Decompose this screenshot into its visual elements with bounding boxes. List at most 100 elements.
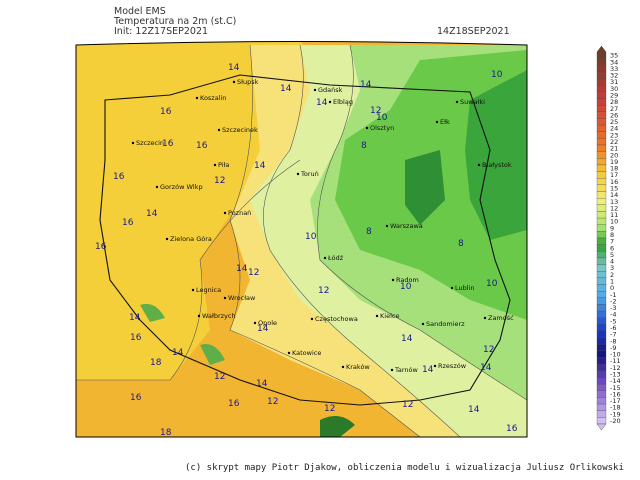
city-dot [477,163,481,167]
contour-label: 12 [402,400,413,410]
city-dot [435,120,439,124]
colorbar-swatch [596,271,607,279]
colorbar-swatch [596,290,607,298]
contour-label: 12 [370,106,381,116]
labels: Słupsk Koszalin Gdańsk Elbląg Olsztyn Ełk Suwa… [95,63,518,438]
colorbar-label: 19 [610,158,618,166]
city-dot [385,224,389,228]
city-dot [450,286,454,290]
colorbar-label: 30 [610,85,618,93]
city-label: Opole [258,319,277,327]
colorbar-label: -15 [610,384,621,392]
colorbar-label: -14 [610,377,621,385]
colorbar-label: -3 [610,304,616,312]
city-label: Szczecinek [222,126,258,134]
colorbar-swatch [596,330,607,338]
variable-name: Temperatura na 2m (st.C) [113,16,236,27]
colorbar-swatch [596,131,607,139]
contour-label: 8 [366,227,372,237]
contour-label: 18 [160,428,172,438]
colorbar-swatch [596,403,607,411]
contour-label: 14 [316,98,328,108]
colorbar-swatch [596,158,607,166]
colorbar-label: 12 [610,204,618,212]
colorbar-swatch [596,111,607,119]
colorbar-top-arrow [596,45,607,53]
colorbar-swatch [596,357,607,365]
colorbar-swatch [596,390,607,398]
colorbar-swatch [596,237,607,245]
city-dot [253,321,257,325]
city-dot [165,237,169,241]
city-label: Gorzów Wlkp [160,183,203,191]
colorbar-label: 15 [610,184,618,192]
contour-label: 16 [130,393,142,403]
colorbar-swatch [596,118,607,126]
colorbar-swatch [596,124,607,132]
colorbar-swatch [596,304,607,312]
contour-label: 16 [228,399,240,409]
colorbar-swatch [596,78,607,86]
colorbar-label: -17 [610,397,621,405]
colorbar-swatch [596,104,607,112]
colorbar-label: 2 [610,271,614,279]
map-frame [75,41,528,438]
colorbar-label: 10 [610,218,618,226]
contour-label: 12 [214,176,225,186]
colorbar-label: 28 [610,98,618,106]
contour-label: 18 [150,358,162,368]
colorbar-swatch [596,217,607,225]
city-label: Legnica [196,286,221,294]
city-label: Koszalin [200,94,226,102]
city-label: Kraków [346,363,370,371]
contour-label: 14 [129,313,141,323]
colorbar-swatch [596,244,607,252]
city-label: Wałbrzych [202,312,236,320]
city-dot [195,96,199,100]
contour-label: 8 [458,239,464,249]
colorbar-swatch [596,264,607,272]
city-dot [223,296,227,300]
contour-label: 14 [468,405,480,415]
colorbar-label: 22 [610,138,618,146]
colorbar-label: 23 [610,131,618,139]
model-name: Model EMS [114,6,166,17]
colorbar-swatch [596,98,607,106]
city-label: Wrocław [228,294,256,302]
colorbar-swatch [596,317,607,325]
city-dot [323,256,327,260]
colorbar-label: 31 [610,78,618,86]
colorbar-swatch [596,184,607,192]
colorbar-label: -13 [610,370,621,378]
city-label: Lublin [455,284,474,292]
colorbar-label: -9 [610,344,616,352]
credit: (c) skrypt mapy Piotr Djakow, obliczenia… [185,463,624,473]
colorbar-label: 27 [610,105,618,113]
colorbar-label: 17 [610,171,618,179]
colorbar-label: 29 [610,91,618,99]
colorbar-swatch [596,297,607,305]
contour-label: 14 [360,80,372,90]
contour-label: 14 [228,63,240,73]
colorbar-label: 35 [610,52,618,60]
colorbar-swatch [596,211,607,219]
colorbar-swatch [596,377,607,385]
colorbar-label: 13 [610,198,618,206]
city-label: Suwałki [460,98,485,106]
contour-label: 14 [480,363,492,373]
colorbar-label: -4 [610,311,616,319]
colorbar-swatch [596,397,607,405]
colorbar-label: 11 [610,211,618,219]
city-dot [131,141,135,145]
colorbar-label: 14 [610,191,618,199]
city-dot [433,364,437,368]
contour-label: 16 [130,333,142,343]
colorbar-label: -1 [610,291,616,299]
city-label: Ełk [440,118,450,126]
contour-label: 14 [422,365,434,375]
colorbar-label: -8 [610,337,616,345]
colorbar-label: -18 [610,404,621,412]
contours [76,44,527,437]
colorbar-label: 26 [610,111,618,119]
colorbar-swatch [596,337,607,345]
